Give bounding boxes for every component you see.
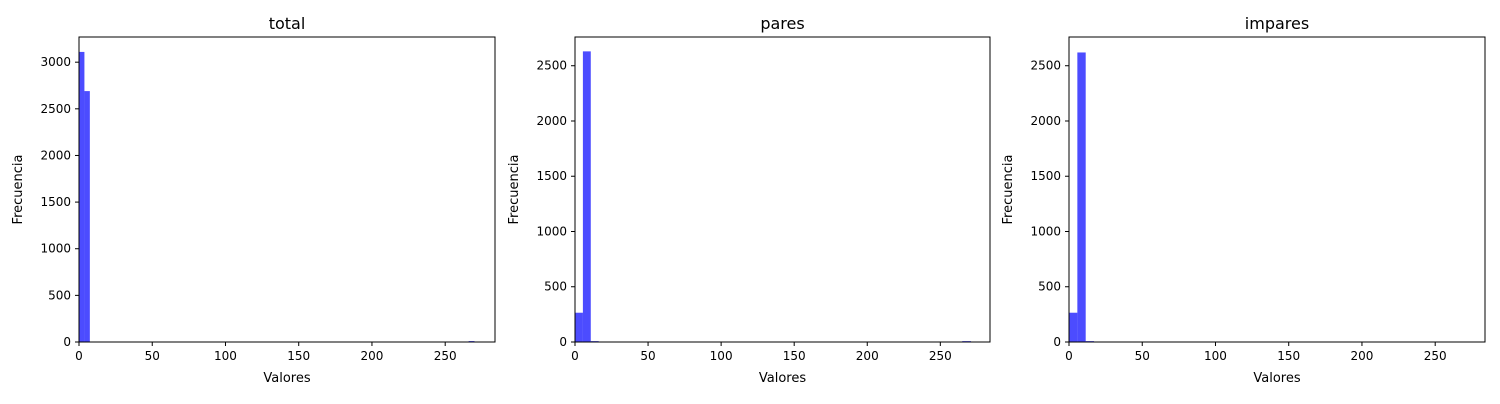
x-tick-label: 100 (710, 349, 733, 363)
x-tick-label: 200 (361, 349, 384, 363)
x-tick-label: 100 (1204, 349, 1227, 363)
y-tick-label: 2000 (1030, 114, 1061, 128)
histogram-bar (582, 51, 591, 343)
y-axis-label: Frecuencia (507, 155, 522, 225)
chart-panel-pares: 0 50 100 150 200 25005001000150020002500pares… (507, 14, 991, 386)
x-tick-label: 0 (1065, 349, 1073, 363)
y-tick-label: 0 (559, 335, 567, 349)
x-tick-label: 150 (783, 349, 806, 363)
y-tick-label: 1000 (536, 224, 567, 238)
chart-panel-total: 0 50 100 150 200 250050010001500200025003000t… (11, 14, 496, 386)
y-tick-label: 500 (544, 280, 567, 294)
histogram-bar (84, 91, 90, 342)
x-tick-label: 250 (434, 349, 457, 363)
x-tick-label: 50 (1135, 349, 1150, 363)
chart-title: total (269, 14, 306, 33)
y-tick-label: 500 (1038, 280, 1061, 294)
x-tick-label: 0 (75, 349, 83, 363)
x-tick-label: 150 (287, 349, 310, 363)
x-axis-label: Valores (1253, 371, 1300, 386)
y-tick-label: 2500 (40, 102, 71, 116)
y-tick-label: 1000 (1030, 224, 1061, 238)
x-tick-label: 100 (214, 349, 237, 363)
chart-title: impares (1245, 14, 1309, 33)
chart-title: pares (760, 14, 804, 33)
y-tick-label: 1500 (536, 169, 567, 183)
y-tick-label: 500 (48, 288, 71, 302)
histogram-bar (79, 51, 85, 343)
x-axis-label: Valores (759, 371, 806, 386)
y-tick-label: 2000 (40, 148, 71, 162)
x-tick-label: 50 (640, 349, 655, 363)
x-tick-label: 0 (571, 349, 579, 363)
axes-frame (1068, 36, 1486, 343)
axes-frame (574, 36, 991, 343)
y-tick-label: 1500 (1030, 169, 1061, 183)
y-axis-label: Frecuencia (11, 155, 26, 225)
y-tick-label: 0 (1053, 335, 1061, 349)
x-tick-label: 250 (1424, 349, 1447, 363)
y-tick-label: 1000 (40, 242, 71, 256)
y-tick-label: 1500 (40, 195, 71, 209)
axes-frame (78, 36, 496, 343)
y-tick-label: 3000 (40, 55, 71, 69)
y-tick-label: 2500 (1030, 59, 1061, 73)
y-tick-label: 2000 (536, 114, 567, 128)
histogram-bar (1077, 52, 1086, 342)
x-tick-label: 150 (1277, 349, 1300, 363)
histogram-bar (575, 312, 583, 342)
x-tick-label: 50 (145, 349, 160, 363)
x-tick-label: 250 (929, 349, 952, 363)
histogram-bar (1069, 312, 1078, 342)
x-axis-label: Valores (263, 371, 310, 386)
y-tick-label: 0 (63, 335, 71, 349)
x-tick-label: 200 (1351, 349, 1374, 363)
y-tick-label: 2500 (536, 59, 567, 73)
x-tick-label: 200 (856, 349, 879, 363)
y-axis-label: Frecuencia (1001, 155, 1016, 225)
chart-panel-impares: 0 50 100 150 200 25005001000150020002500impar… (1001, 14, 1486, 386)
